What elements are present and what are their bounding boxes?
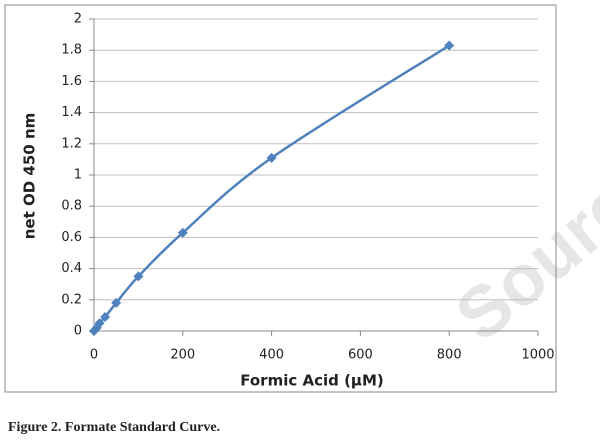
x-tick-label: 800 bbox=[437, 348, 462, 363]
marker bbox=[444, 40, 455, 51]
marker bbox=[133, 271, 144, 282]
y-tick-label: 0 bbox=[74, 324, 82, 339]
x-tick-label: 1000 bbox=[521, 348, 554, 363]
x-tick-label: 200 bbox=[170, 348, 195, 363]
marker bbox=[100, 311, 111, 322]
marker bbox=[94, 318, 105, 329]
y-tick-label: 1.4 bbox=[61, 105, 82, 120]
y-tick-label: 1.2 bbox=[61, 136, 82, 151]
marker bbox=[111, 297, 122, 308]
watermark: Source bbox=[441, 139, 600, 357]
y-tick-label: 1.8 bbox=[61, 43, 82, 58]
x-tick-label: 400 bbox=[259, 348, 284, 363]
caption: Figure 2. Formate Standard Curve. bbox=[8, 420, 220, 435]
marker bbox=[266, 152, 277, 163]
y-tick-label: 0.4 bbox=[61, 261, 82, 276]
series-line bbox=[93, 44, 450, 332]
y-tick-label: 0.8 bbox=[61, 199, 82, 214]
y-axis-label: net OD 450 nm bbox=[21, 113, 39, 240]
x-axis-label: Formic Acid (μM) bbox=[240, 372, 384, 390]
x-tick-label: 600 bbox=[348, 348, 373, 363]
marker bbox=[177, 227, 188, 238]
chart-frame bbox=[4, 4, 557, 393]
y-tick-label: 2 bbox=[74, 12, 82, 27]
y-tick-label: 0.2 bbox=[61, 292, 82, 307]
x-tick-label: 0 bbox=[90, 348, 98, 363]
y-tick-label: 1.6 bbox=[61, 74, 82, 89]
y-tick-label: 1 bbox=[74, 168, 82, 183]
y-tick-label: 0.6 bbox=[61, 230, 82, 245]
